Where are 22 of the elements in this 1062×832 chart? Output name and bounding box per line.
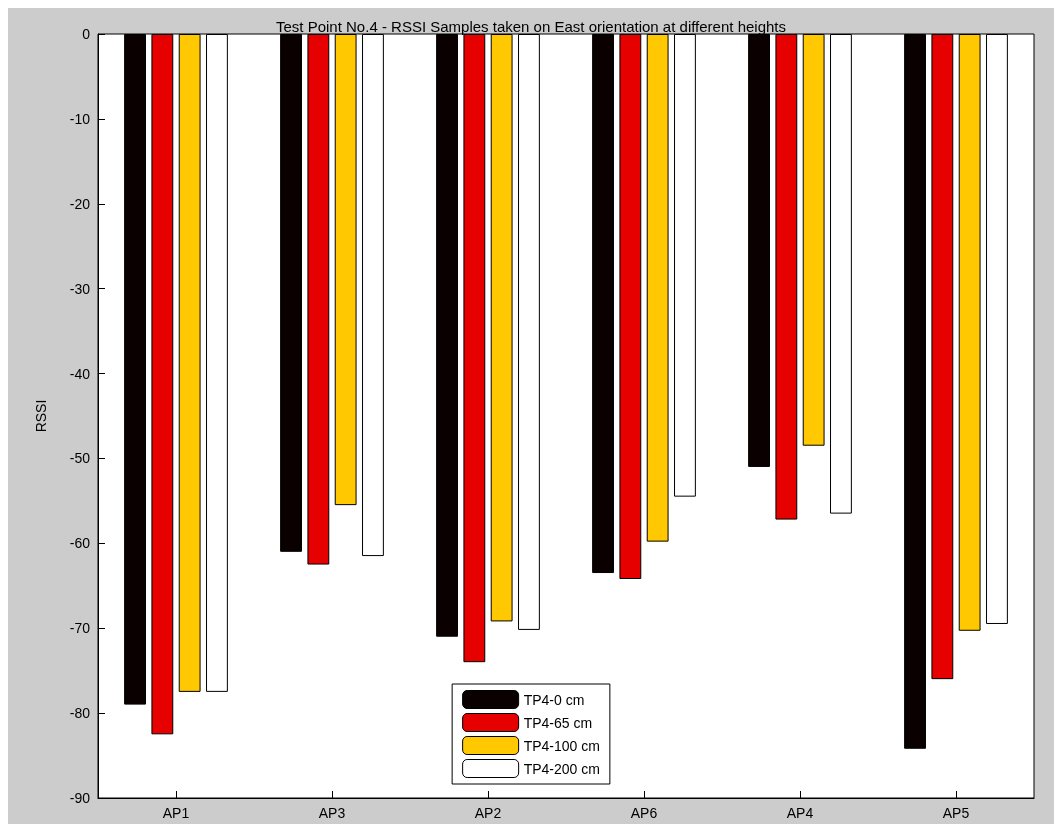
legend-label: TP4-200 cm [523, 760, 600, 777]
x-tick-label: AP5 [942, 805, 970, 821]
y-tick-label: -90 [69, 790, 91, 806]
legend-label: TP4-0 cm [523, 691, 585, 708]
y-tick-label: -20 [69, 195, 91, 212]
y-tick-label: 0 [82, 26, 91, 42]
x-tick-label: AP2 [474, 805, 502, 821]
y-tick-label: -50 [69, 450, 91, 467]
y-tick-label: -60 [69, 535, 91, 552]
legend-label: TP4-100 cm [523, 737, 600, 754]
y-tick-label: -10 [69, 110, 91, 127]
y-tick-label: -40 [69, 365, 91, 382]
x-tick-label: AP4 [786, 805, 814, 821]
legend-label: TP4-65 cm [523, 714, 593, 731]
x-tick-label: AP3 [318, 805, 346, 821]
x-tick-label: AP1 [162, 805, 190, 821]
y-tick-label: -70 [69, 620, 91, 637]
x-tick-label: AP6 [630, 805, 658, 821]
y-tick-label: -80 [69, 705, 91, 722]
y-axis-title: RSSI [33, 399, 49, 433]
chart-title: Test Point No.4 - RSSI Samples taken on East orientation at different heights [275, 18, 787, 35]
y-tick-label: -30 [69, 280, 91, 297]
